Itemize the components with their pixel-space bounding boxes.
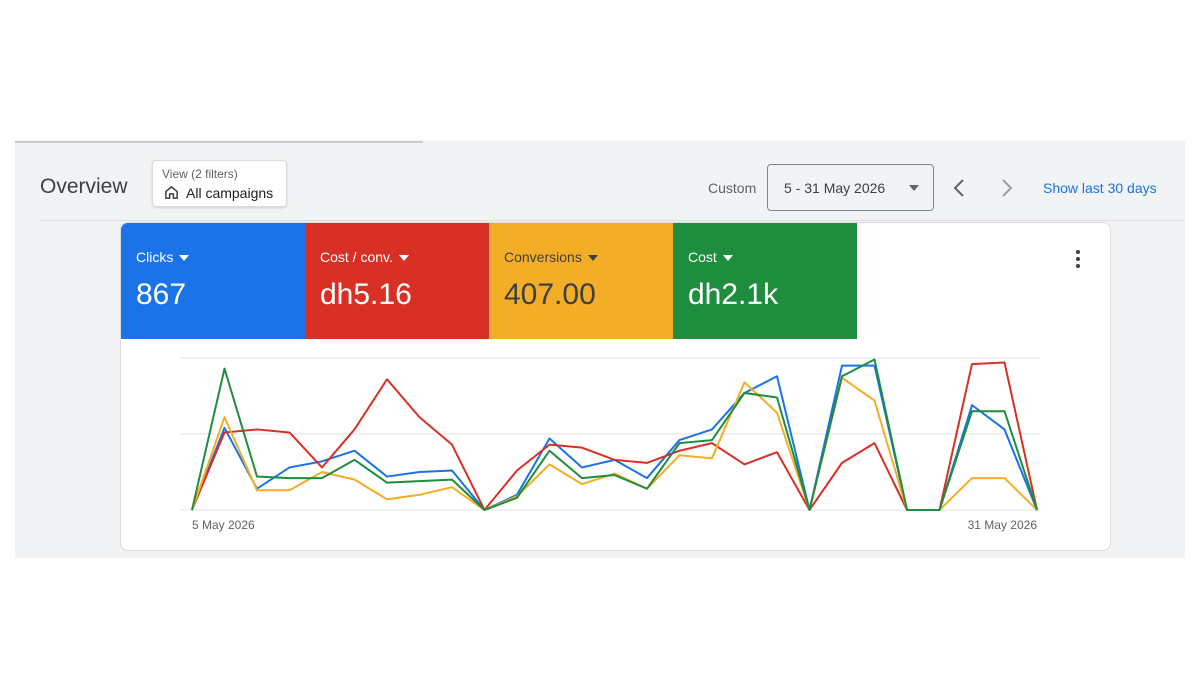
date-caption: Custom xyxy=(708,180,757,196)
chart-card: Clicks 867 Cost / conv. dh5.16 Conversions 40… xyxy=(120,222,1111,551)
date-range: 5 - 31 May 2026 xyxy=(784,180,886,196)
divider xyxy=(40,220,1185,221)
legend-label: Clicks xyxy=(136,249,174,265)
series-line xyxy=(191,361,1038,511)
legend-label: Cost xyxy=(688,249,717,265)
filter-caption: View (2 filters) xyxy=(162,167,238,181)
tab-indicator xyxy=(15,141,423,143)
next-button[interactable] xyxy=(996,176,1018,200)
dropdown-arrow xyxy=(179,255,190,262)
metric-name: Conversions xyxy=(504,249,598,265)
legend-label: Conversions xyxy=(504,249,582,265)
legend-label: Cost / conv. xyxy=(320,249,393,265)
metric-name: Clicks xyxy=(136,249,190,265)
show-last-link[interactable]: Show last 30 days xyxy=(1043,180,1157,196)
x-tick-label: 31 May 2026 xyxy=(968,518,1038,532)
metric-value: dh5.16 xyxy=(320,278,412,311)
metric-tile[interactable]: Cost dh2.1k xyxy=(673,223,857,339)
series-line xyxy=(191,364,1038,511)
dropdown-arrow xyxy=(587,255,598,262)
metric-name: Cost / conv. xyxy=(320,249,409,265)
metric-name: Cost xyxy=(688,249,733,265)
metric-tile[interactable]: Cost / conv. dh5.16 xyxy=(305,223,489,339)
series-line xyxy=(191,376,1038,511)
series-line xyxy=(191,358,1038,511)
more-menu[interactable] xyxy=(1070,248,1086,270)
dropdown-arrow xyxy=(722,255,733,262)
metric-tiles: Clicks 867 Cost / conv. dh5.16 Conversions 40… xyxy=(121,223,857,339)
metric-value: dh2.1k xyxy=(688,278,779,311)
metric-tile[interactable]: Conversions 407.00 xyxy=(489,223,673,339)
metric-value: 407.00 xyxy=(504,278,596,311)
filter-button[interactable]: View (2 filters) All campaigns xyxy=(152,160,287,207)
date-dropdown[interactable]: 5 - 31 May 2026 xyxy=(767,164,934,211)
line-chart: 5 May 2026 31 May 2026 xyxy=(180,357,1040,532)
filter-value: All campaigns xyxy=(186,185,274,201)
metric-value: 867 xyxy=(136,278,187,311)
x-tick-label: 5 May 2026 xyxy=(192,518,255,532)
title: Overview xyxy=(40,175,128,198)
dropdown-arrow xyxy=(398,255,409,262)
previous-button[interactable] xyxy=(948,176,970,200)
metric-tile[interactable]: Clicks 867 xyxy=(121,223,305,339)
home-icon xyxy=(165,185,178,199)
dropdown-arrow xyxy=(909,185,919,191)
